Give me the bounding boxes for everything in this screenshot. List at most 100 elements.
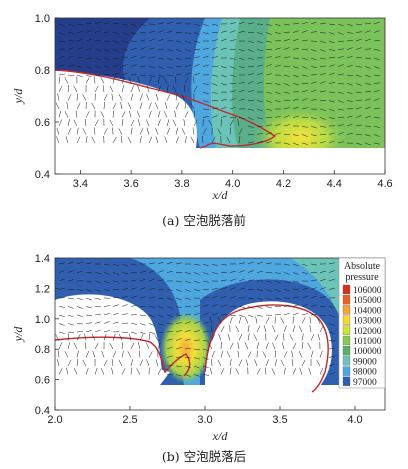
- velocity-vector: [121, 263, 128, 267]
- velocity-vector: [65, 136, 69, 144]
- velocity-vector: [237, 350, 240, 358]
- velocity-vector: [202, 128, 207, 135]
- velocity-vector: [76, 297, 83, 301]
- velocity-vector: [229, 39, 236, 42]
- velocity-vector: [373, 89, 380, 93]
- velocity-vector: [157, 119, 161, 127]
- velocity-vector: [346, 100, 353, 102]
- velocity-vector: [193, 339, 200, 341]
- x-tick-label: 4.4: [327, 178, 342, 190]
- velocity-vector: [193, 312, 200, 316]
- velocity-vector: [166, 306, 173, 309]
- velocity-vector: [175, 73, 182, 76]
- velocity-vector: [130, 74, 137, 76]
- velocity-vector: [130, 263, 137, 266]
- velocity-vector: [84, 333, 87, 341]
- velocity-vector: [155, 136, 159, 144]
- velocity-vector: [220, 350, 224, 358]
- velocity-vector: [166, 364, 173, 367]
- velocity-vector: [94, 342, 99, 350]
- velocity-vector: [94, 49, 101, 51]
- velocity-vector: [94, 30, 101, 33]
- velocity-vector: [112, 40, 119, 44]
- velocity-vector: [190, 102, 195, 110]
- velocity-vector: [292, 98, 299, 101]
- velocity-vector: [337, 132, 344, 135]
- velocity-vector: [256, 117, 263, 120]
- panel-b-axes: 2.0 2.5 3.0 3.5 4.0 0.4 0.6 0.8 1.0 1.2 1.4: [35, 253, 363, 426]
- velocity-vector: [148, 31, 155, 33]
- velocity-vector: [301, 333, 304, 341]
- velocity-vector: [319, 141, 326, 144]
- legend-swatch: [342, 325, 351, 335]
- velocity-vector: [301, 313, 308, 316]
- panel-a-pressure-field: [55, 18, 385, 174]
- velocity-vector: [346, 40, 353, 42]
- velocity-vector: [94, 297, 101, 300]
- legend-title-line1: Absolute: [344, 261, 381, 272]
- velocity-vector: [193, 32, 200, 35]
- velocity-vector: [364, 134, 371, 137]
- velocity-vector: [308, 367, 312, 375]
- velocity-vector: [355, 66, 362, 68]
- velocity-vector: [139, 359, 143, 367]
- velocity-vector: [157, 279, 164, 282]
- velocity-vector: [211, 304, 218, 307]
- velocity-vector: [309, 316, 312, 324]
- velocity-vector: [202, 340, 209, 342]
- velocity-vector: [346, 55, 353, 59]
- x-tick-label: 3.6: [124, 178, 139, 190]
- velocity-vector: [271, 368, 276, 375]
- velocity-vector: [247, 314, 254, 318]
- legend-items: 1060001050001040001030001020001010001000…: [342, 284, 382, 388]
- velocity-vector: [292, 83, 299, 86]
- velocity-vector: [157, 323, 164, 326]
- velocity-vector: [247, 297, 254, 300]
- velocity-vector: [193, 263, 200, 266]
- velocity-vector: [274, 115, 281, 118]
- legend-label: 99000: [353, 357, 377, 367]
- velocity-vector: [112, 263, 119, 267]
- velocity-vector: [220, 295, 227, 299]
- velocity-vector: [280, 359, 285, 367]
- velocity-vector: [193, 305, 200, 307]
- velocity-vector: [139, 331, 146, 335]
- velocity-vector: [283, 115, 290, 118]
- velocity-vector: [265, 297, 272, 301]
- velocity-vector: [148, 306, 155, 308]
- velocity-vector: [92, 350, 96, 358]
- velocity-vector: [193, 365, 200, 369]
- velocity-vector: [301, 272, 308, 274]
- velocity-vector: [274, 272, 281, 274]
- velocity-vector: [94, 280, 101, 284]
- velocity-vector: [265, 342, 269, 350]
- velocity-vector: [103, 305, 110, 307]
- velocity-vector: [118, 333, 123, 341]
- velocity-vector: [130, 287, 137, 290]
- velocity-vector: [94, 66, 101, 69]
- velocity-vector: [283, 280, 290, 284]
- velocity-vector: [85, 280, 92, 283]
- velocity-vector: [76, 47, 83, 50]
- velocity-vector: [85, 74, 92, 78]
- velocity-vector: [337, 64, 344, 67]
- velocity-vector: [364, 30, 371, 33]
- velocity-vector: [292, 263, 299, 267]
- velocity-vector: [175, 49, 182, 52]
- velocity-vector: [58, 119, 63, 127]
- velocity-vector: [183, 119, 186, 127]
- velocity-vector: [130, 119, 135, 127]
- velocity-vector: [112, 102, 117, 110]
- velocity-vector: [229, 119, 234, 127]
- velocity-vector: [247, 351, 252, 358]
- velocity-vector: [256, 325, 261, 333]
- velocity-vector: [227, 333, 231, 341]
- velocity-vector: [265, 108, 272, 111]
- velocity-vector: [94, 329, 101, 333]
- velocity-vector: [184, 338, 191, 341]
- velocity-vector: [94, 85, 99, 93]
- velocity-vector: [211, 295, 218, 299]
- velocity-vector: [130, 85, 134, 93]
- velocity-vector: [112, 272, 119, 275]
